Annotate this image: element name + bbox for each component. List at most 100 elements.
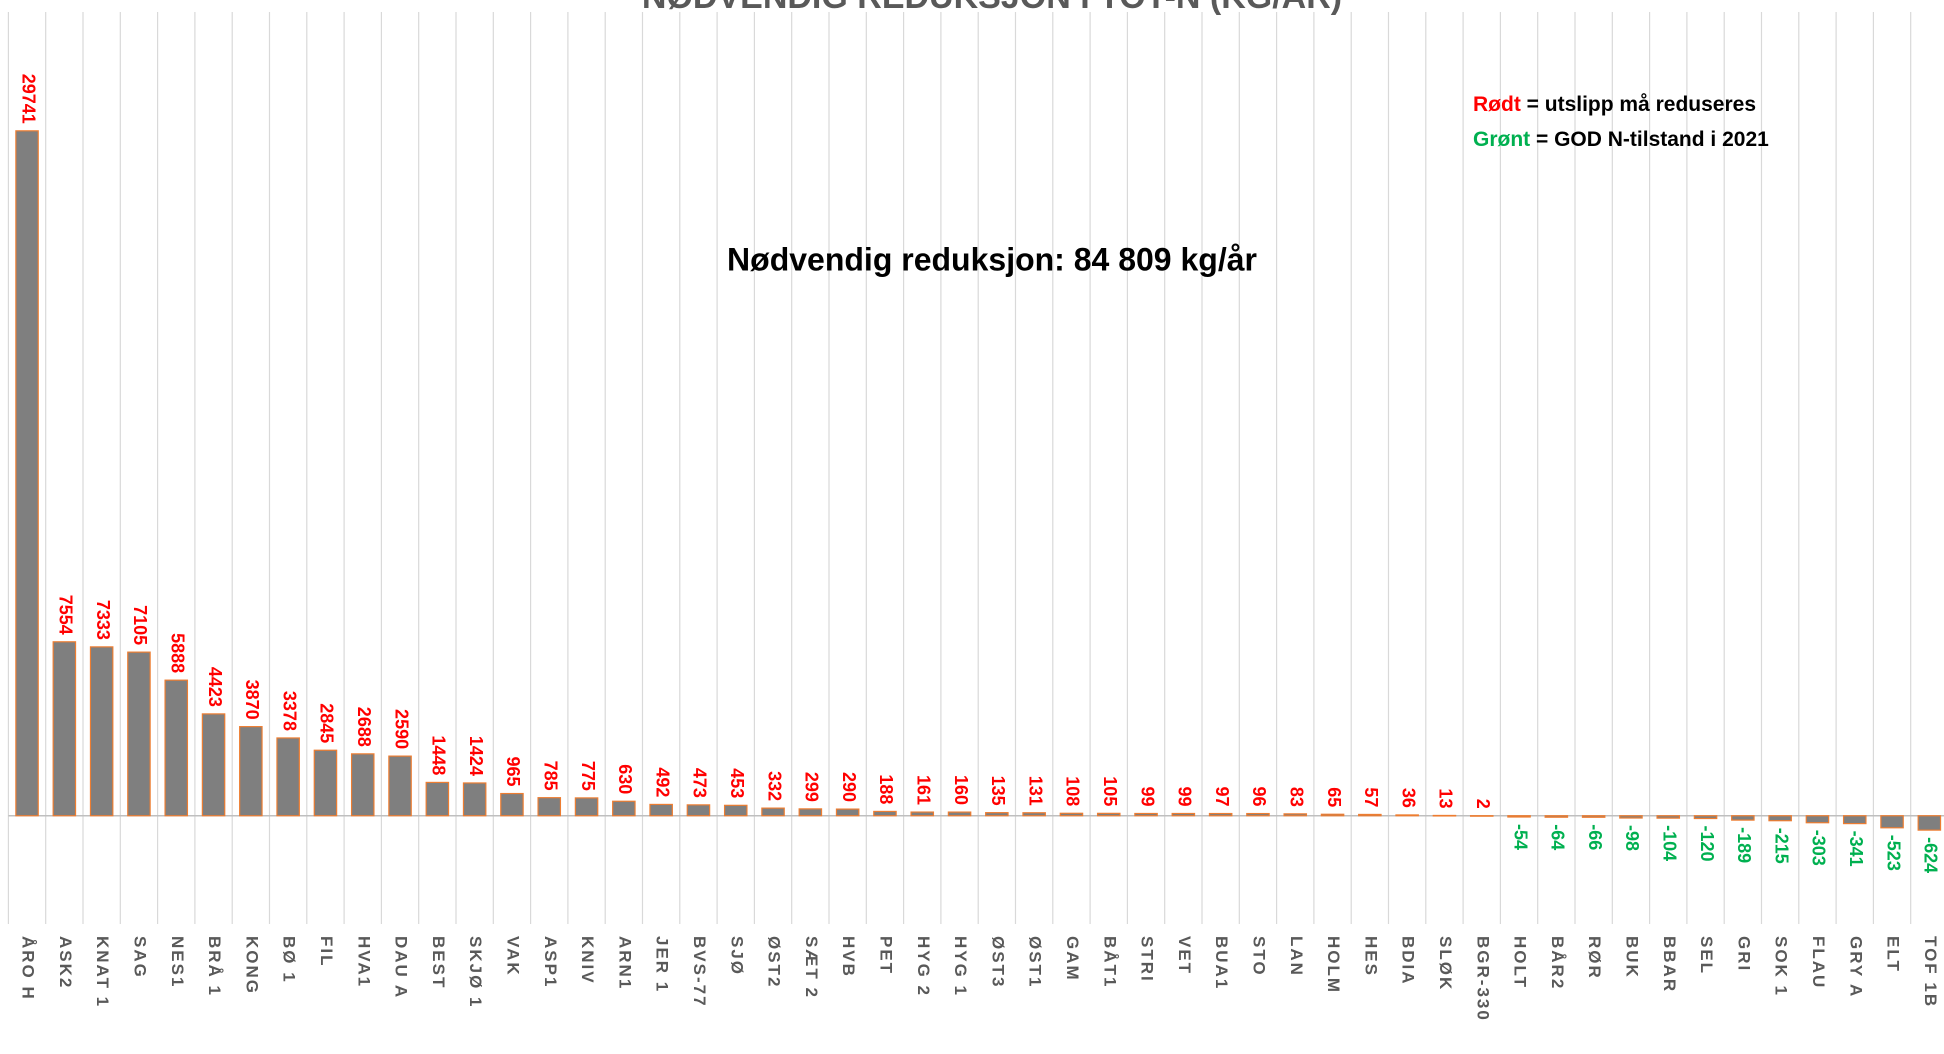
value-label: 7105: [130, 605, 150, 645]
value-label: 36: [1398, 788, 1418, 808]
x-tick-label: SÆT 2: [802, 936, 821, 999]
bar: [947, 811, 972, 817]
bar: [239, 726, 263, 817]
value-label: -341: [1846, 831, 1866, 867]
bar: [425, 781, 450, 817]
x-tick-label: SEL: [1697, 936, 1716, 975]
bar: [1171, 812, 1196, 817]
value-label: 492: [652, 767, 672, 797]
x-tick-label: JER 1: [653, 936, 672, 993]
bar: [910, 811, 935, 817]
x-tick-label: SAG: [130, 936, 149, 979]
legend-key: Rødt: [1473, 93, 1521, 116]
x-tick-label: ASK2: [56, 936, 75, 989]
value-label: -98: [1622, 825, 1642, 851]
x-tick-label: SJØ: [727, 936, 746, 976]
x-tick-label: VET: [1175, 936, 1194, 975]
value-label: 1448: [429, 735, 449, 775]
value-label: 5888: [168, 633, 188, 673]
value-label: 3870: [242, 680, 262, 720]
x-tick-label: ØST3: [988, 936, 1007, 988]
x-tick-label: BBAR: [1660, 936, 1679, 993]
bar: [1283, 813, 1308, 817]
x-tick-label: BÅR2: [1548, 936, 1567, 990]
value-label: 83: [1287, 787, 1307, 807]
value-label: 1424: [466, 736, 486, 776]
x-tick-label: HYG 2: [914, 936, 933, 997]
bar: [1842, 815, 1867, 825]
value-label: 105: [1100, 776, 1120, 806]
value-label: -303: [1809, 830, 1829, 866]
value-label: 65: [1324, 787, 1344, 807]
x-tick-label: HOLM: [1324, 936, 1343, 994]
x-tick-label: FIL: [317, 936, 336, 968]
x-tick-label: SLØK: [1436, 936, 1455, 991]
bar: [1320, 813, 1345, 817]
bar: [164, 679, 189, 817]
value-label: 160: [951, 775, 971, 805]
value-label: -54: [1510, 824, 1530, 850]
value-label: -120: [1697, 826, 1717, 862]
x-tick-label: SOK 1: [1772, 936, 1791, 997]
x-tick-label: BDIA: [1399, 936, 1418, 986]
value-label: 131: [1025, 776, 1045, 806]
value-label: 965: [503, 756, 523, 786]
value-label: -66: [1585, 824, 1605, 850]
value-label: 473: [690, 768, 710, 798]
bar: [1096, 812, 1121, 817]
x-tick-label: ARN1: [615, 936, 634, 990]
bar: [1208, 812, 1233, 817]
bar: [835, 808, 860, 817]
bar: [276, 737, 300, 817]
annotation: Nødvendig reduksjon: 84 809 kg/år: [727, 241, 1257, 277]
bar: [798, 808, 823, 817]
x-tick-label: LAN: [1287, 936, 1306, 977]
bar: [723, 804, 748, 817]
value-label: 775: [578, 761, 598, 791]
bar: [127, 651, 151, 817]
bar: [574, 797, 599, 817]
bar: [1059, 812, 1084, 817]
value-label: 299: [802, 772, 822, 802]
bar: [873, 810, 897, 817]
x-tick-label: BRÅ 1: [205, 936, 224, 997]
value-label: 332: [764, 771, 784, 801]
bar: [1022, 812, 1046, 817]
value-label: 630: [615, 764, 635, 794]
value-label: 2688: [354, 707, 374, 747]
x-tick-label: ØST2: [765, 936, 784, 988]
bar: [500, 792, 524, 817]
x-tick-label: HVA1: [354, 936, 373, 988]
x-tick-label: HYG 1: [951, 936, 970, 997]
legend-entry: Rødt = utslipp må reduseres: [1473, 93, 1756, 116]
bar: [537, 797, 562, 817]
bar: [388, 755, 412, 817]
value-label: 2845: [317, 703, 337, 743]
bar: [1581, 815, 1606, 818]
x-tick-label: FLAU: [1809, 936, 1828, 989]
value-label: -64: [1548, 824, 1568, 850]
x-tick-label: RØR: [1585, 936, 1604, 980]
bar: [1731, 815, 1755, 821]
x-tick-label: BGR-330: [1473, 936, 1492, 1022]
chart-title: NØDVENDIG REDUKSJON I TOT-N (KG/ÅR): [642, 0, 1342, 16]
value-label: 4423: [205, 667, 225, 707]
value-label: 7554: [56, 595, 76, 635]
bar: [1768, 815, 1792, 822]
bar: [1358, 813, 1382, 817]
x-tick-label: DAU A: [392, 936, 411, 999]
value-label: 29741: [18, 74, 38, 124]
value-label: -104: [1660, 825, 1680, 861]
x-tick-label: HOLT: [1511, 936, 1530, 989]
bar: [201, 713, 226, 817]
x-tick-label: KONG: [242, 936, 261, 995]
value-label: 96: [1249, 787, 1269, 807]
x-tick-label: ØST1: [1026, 936, 1045, 988]
bar: [1693, 815, 1718, 820]
bar: [1134, 812, 1158, 817]
value-label: 188: [876, 774, 896, 804]
value-label: -523: [1883, 835, 1903, 871]
x-tick-label: BØ 1: [280, 936, 299, 984]
bar: [1880, 815, 1904, 829]
value-label: 135: [988, 776, 1008, 806]
